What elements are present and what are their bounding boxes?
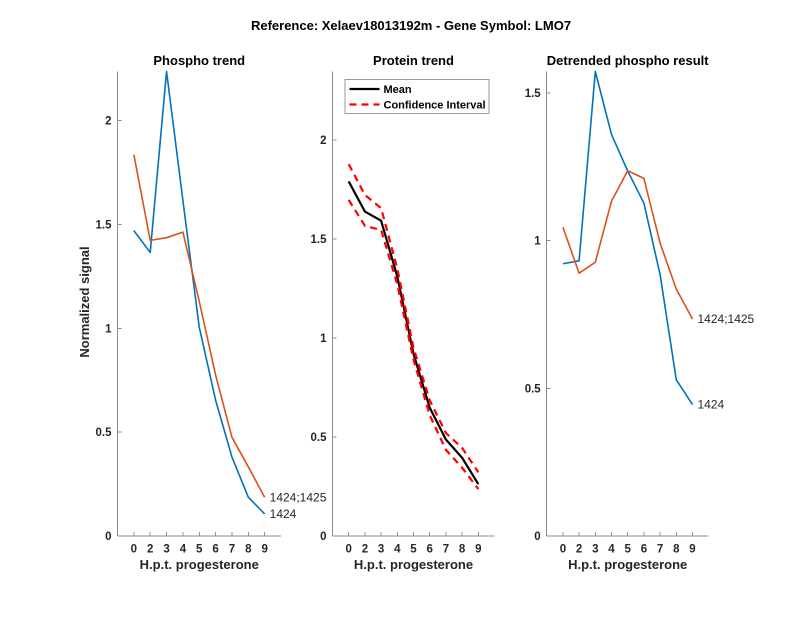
x-tick-label: 9 [689, 544, 695, 556]
y-tick-label: 2 [105, 116, 111, 128]
x-tick-label: 8 [245, 544, 252, 556]
x-tick-label: 2 [147, 544, 153, 556]
ci-lower-line [347, 199, 480, 490]
x-tick-label: 3 [163, 544, 169, 556]
x-tick-label: 4 [608, 544, 615, 556]
series-end-label: 1424;1425 [698, 312, 755, 326]
legend-label-ci: Confidence Interval [384, 100, 486, 112]
series-line-mean [347, 180, 480, 485]
subplot-title: Phospho trend [153, 53, 245, 68]
y-axis-label: Normalized signal [77, 246, 92, 357]
subplot-title: Protein trend [373, 53, 454, 68]
x-tick-label: 3 [378, 544, 384, 556]
series-end-label: 1424 [698, 398, 725, 412]
y-tick-label: 0 [534, 531, 540, 543]
y-tick-label: 1 [105, 323, 112, 335]
x-tick-label: 9 [475, 544, 481, 556]
figure-title: Reference: Xelaev18013192m - Gene Symbol… [251, 18, 571, 33]
series-end-label: 1424 [270, 507, 297, 521]
x-tick-label: 3 [592, 544, 598, 556]
x-tick-label: 2 [576, 544, 582, 556]
x-tick-label: 7 [657, 544, 663, 556]
x-tick-label: 6 [641, 544, 647, 556]
x-tick-label: 6 [426, 544, 432, 556]
series-line-1424-1425 [562, 169, 694, 320]
x-axis-label: H.p.t. progesterone [568, 557, 687, 572]
legend-box [344, 79, 490, 114]
x-tick-label: 6 [212, 544, 218, 556]
y-tick-label: 0 [105, 531, 111, 543]
x-axis-label: H.p.t. progesterone [140, 557, 259, 572]
x-tick-label: 4 [394, 544, 401, 556]
subplot-title: Detrended phospho result [547, 53, 709, 68]
x-tick-label: 5 [624, 544, 631, 556]
x-tick-label: 4 [180, 544, 187, 556]
y-tick-label: 1 [320, 333, 327, 345]
x-tick-label: 8 [459, 544, 466, 556]
x-tick-label: 2 [362, 544, 368, 556]
x-tick-label: 7 [443, 544, 449, 556]
legend-label-mean: Mean [384, 84, 412, 96]
y-tick-label: 1.5 [525, 88, 542, 100]
x-tick-label: 0 [345, 544, 351, 556]
series-line-1424 [562, 70, 694, 406]
x-tick-label: 5 [410, 544, 417, 556]
x-tick-label: 0 [131, 544, 137, 556]
x-tick-label: 9 [261, 544, 267, 556]
y-tick-label: 0.5 [311, 432, 328, 444]
y-tick-label: 2 [320, 135, 326, 147]
y-tick-label: 0.5 [96, 427, 113, 439]
series-line-1424-1425 [133, 154, 266, 498]
x-tick-label: 5 [196, 544, 203, 556]
x-tick-label: 7 [229, 544, 235, 556]
y-tick-label: 0 [320, 531, 326, 543]
y-tick-label: 0.5 [525, 383, 542, 395]
x-axis-label: H.p.t. progesterone [354, 557, 473, 572]
x-tick-label: 8 [673, 544, 680, 556]
series-end-label: 1424;1425 [270, 490, 327, 504]
ci-upper-line [347, 163, 480, 473]
y-tick-label: 1.5 [96, 219, 113, 231]
y-tick-label: 1 [534, 236, 541, 248]
x-tick-label: 0 [560, 544, 566, 556]
y-tick-label: 1.5 [311, 234, 328, 246]
legend: Mean Confidence Interval [344, 79, 490, 114]
series-line-1424 [133, 70, 266, 515]
